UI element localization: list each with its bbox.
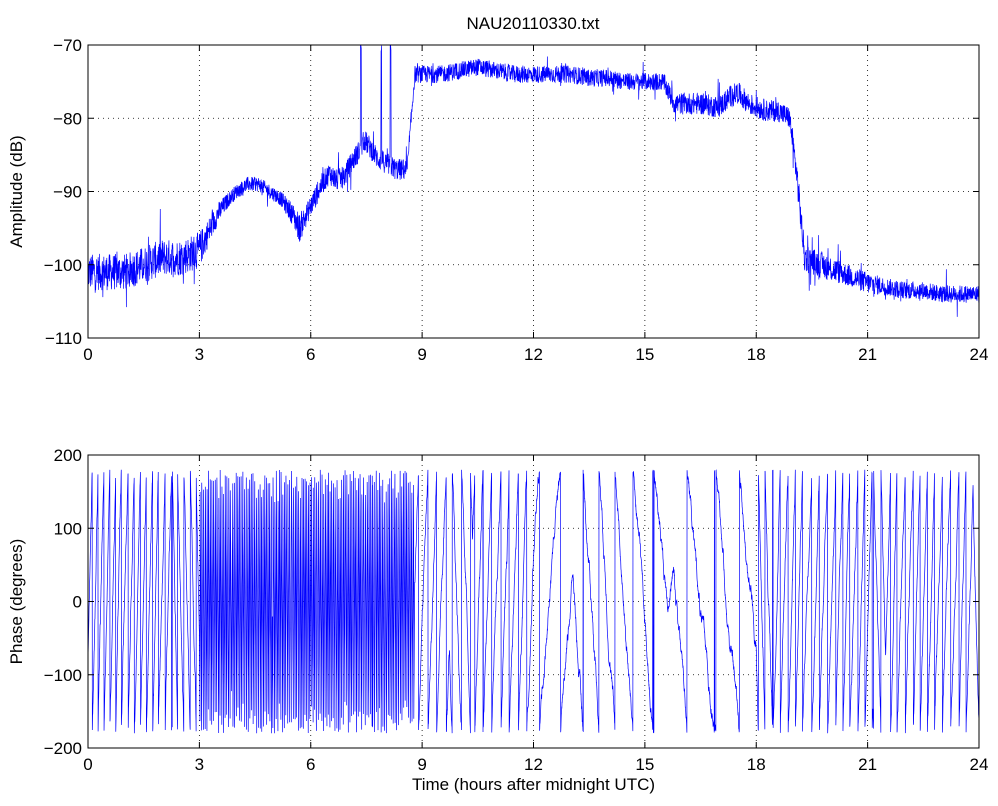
amplitude-series-line	[88, 45, 979, 317]
amplitude-ytick-label: −70	[53, 36, 82, 55]
amplitude-xtick-label: 24	[970, 345, 989, 364]
amplitude-xtick-label: 12	[524, 345, 543, 364]
phase-ytick-label: 200	[54, 446, 82, 465]
phase-series-line	[88, 469, 979, 734]
phase-axes: 0 3 6 9 12 15 18 21 24 −200 −100 0 100 200 Phase (degr…	[7, 446, 988, 794]
phase-xtick-label: 3	[195, 755, 204, 774]
amplitude-ytick-label: −110	[45, 329, 82, 348]
amplitude-ytick-label: −100	[44, 256, 82, 275]
amplitude-ylabel: Amplitude (dB)	[7, 135, 26, 247]
phase-xtick-label: 12	[524, 755, 543, 774]
amplitude-xtick-label: 15	[635, 345, 654, 364]
phase-xtick-label: 24	[970, 755, 989, 774]
phase-ytick-label: −200	[44, 739, 82, 758]
phase-xtick-label: 21	[858, 755, 877, 774]
amplitude-ytick-label: −90	[53, 183, 82, 202]
amplitude-ytick-label: −80	[53, 109, 82, 128]
phase-xlabel: Time (hours after midnight UTC)	[412, 775, 655, 794]
phase-xtick-label: 15	[635, 755, 654, 774]
amplitude-xtick-label: 0	[83, 345, 92, 364]
phase-xtick-label: 18	[747, 755, 766, 774]
phase-ytick-label: 0	[73, 593, 82, 612]
amplitude-xtick-label: 6	[306, 345, 315, 364]
amplitude-xtick-label: 21	[858, 345, 877, 364]
phase-xtick-label: 0	[83, 755, 92, 774]
amplitude-xtick-label: 3	[195, 345, 204, 364]
phase-ylabel: Phase (degrees)	[7, 539, 26, 665]
phase-ytick-label: 100	[54, 519, 82, 538]
amplitude-xtick-label: 9	[417, 345, 426, 364]
phase-xtick-label: 9	[417, 755, 426, 774]
amplitude-xtick-label: 18	[747, 345, 766, 364]
phase-xtick-label: 6	[306, 755, 315, 774]
figure-title: NAU20110330.txt	[467, 14, 600, 33]
amplitude-axes: 0 3 6 9 12 15 18 21 24 −110 −100 −90 −80 −70 Amplitude…	[7, 36, 988, 364]
phase-ytick-label: −100	[44, 666, 82, 685]
